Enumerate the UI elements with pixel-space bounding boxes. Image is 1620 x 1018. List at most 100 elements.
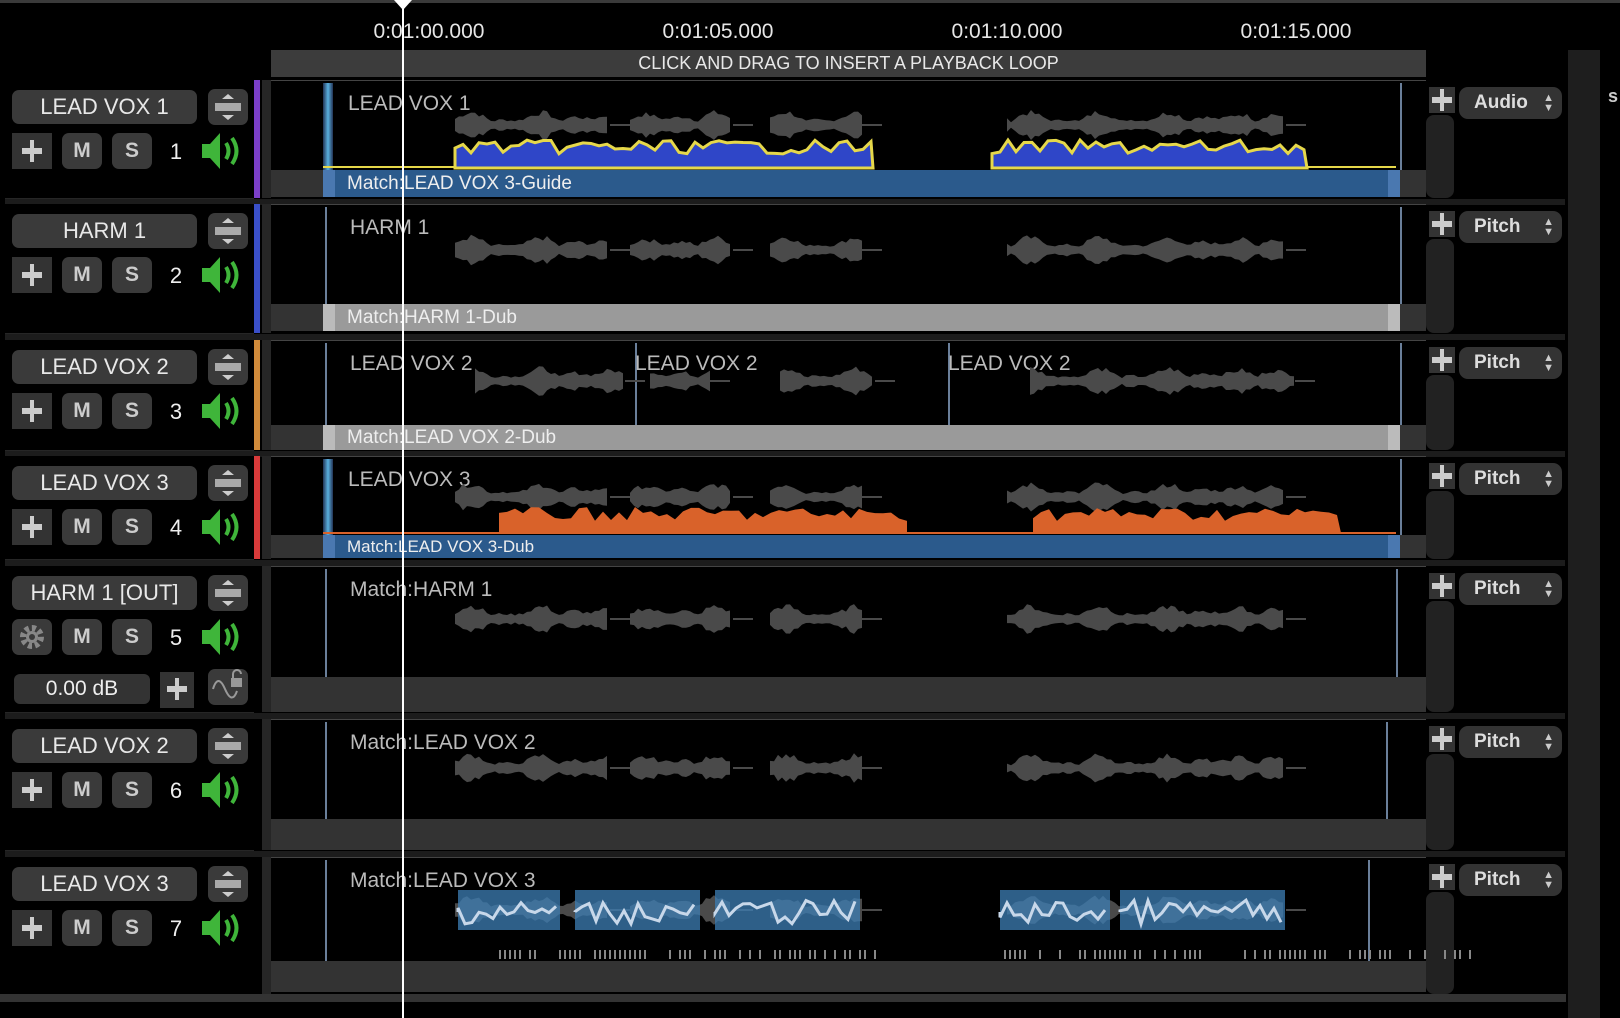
mute-button[interactable]: M <box>62 133 102 169</box>
add-icon[interactable] <box>12 257 52 293</box>
add-lane-icon[interactable] <box>1429 864 1455 890</box>
lane-scrollbar[interactable] <box>1426 601 1454 712</box>
track-name-button[interactable]: LEAD VOX 3 <box>12 867 197 901</box>
clip-start-marker[interactable] <box>325 569 327 677</box>
solo-button[interactable]: S <box>112 772 152 808</box>
clip-start-marker[interactable] <box>325 343 327 425</box>
match-region-bar[interactable]: Match:LEAD VOX 3-Dub <box>271 535 1426 558</box>
mute-button[interactable]: M <box>62 257 102 293</box>
match-region-bar[interactable] <box>271 677 1426 712</box>
lane-scrollbar[interactable] <box>1426 892 1454 994</box>
add-icon[interactable] <box>12 133 52 169</box>
solo-button[interactable]: S <box>112 509 152 545</box>
mute-button[interactable]: M <box>62 910 102 946</box>
main-vertical-scrollbar[interactable] <box>1568 50 1600 1018</box>
solo-button[interactable]: S <box>112 910 152 946</box>
solo-button[interactable]: S <box>112 257 152 293</box>
mute-button[interactable]: M <box>62 509 102 545</box>
playback-loop-bar[interactable]: CLICK AND DRAG TO INSERT A PLAYBACK LOOP <box>271 50 1426 77</box>
clip-end-marker[interactable] <box>1400 459 1402 535</box>
clip-start-marker[interactable] <box>948 343 950 425</box>
speaker-icon[interactable] <box>200 908 248 953</box>
add-lane-icon[interactable] <box>1429 726 1455 752</box>
add-lane-icon[interactable] <box>1429 347 1455 373</box>
track-name-button[interactable]: LEAD VOX 1 <box>12 90 197 124</box>
add-icon[interactable] <box>160 672 194 708</box>
add-lane-icon[interactable] <box>1429 87 1455 113</box>
match-label[interactable]: Match:HARM 1-Dub <box>323 304 1400 331</box>
match-region-bar[interactable]: Match:LEAD VOX 3-Guide <box>271 170 1426 197</box>
lane-view-dropdown[interactable]: Pitch ▲ ▼ <box>1459 726 1562 758</box>
track-height-toggle-icon[interactable] <box>208 465 248 501</box>
clip-start-marker[interactable] <box>325 722 327 819</box>
lane-scrollbar[interactable] <box>1426 115 1454 198</box>
lane-scrollbar[interactable] <box>1426 491 1454 559</box>
add-icon[interactable] <box>12 910 52 946</box>
track-height-toggle-icon[interactable] <box>208 575 248 611</box>
add-lane-icon[interactable] <box>1429 463 1455 489</box>
pitch-note-block[interactable] <box>715 890 860 930</box>
lane-scrollbar[interactable] <box>1426 754 1454 850</box>
add-icon[interactable] <box>12 772 52 808</box>
gain-field[interactable]: 0.00 dB <box>14 674 150 704</box>
gear-icon[interactable] <box>12 619 52 655</box>
track-name-button[interactable]: LEAD VOX 2 <box>12 729 197 763</box>
speaker-icon[interactable] <box>200 131 248 176</box>
add-lane-icon[interactable] <box>1429 211 1455 237</box>
speaker-icon[interactable] <box>200 391 248 436</box>
match-label[interactable]: Match:LEAD VOX 3-Dub <box>323 535 1400 558</box>
clip-end-marker[interactable] <box>1368 860 1370 961</box>
speaker-icon[interactable] <box>200 507 248 552</box>
lane-view-dropdown[interactable]: Pitch ▲ ▼ <box>1459 573 1562 605</box>
match-region-bar[interactable]: Match:LEAD VOX 2-Dub <box>271 425 1426 450</box>
automation-lock-icon[interactable] <box>208 669 248 705</box>
speaker-icon[interactable] <box>200 617 248 662</box>
clip-start-marker[interactable] <box>323 459 333 535</box>
track-name-button[interactable]: LEAD VOX 2 <box>12 350 197 384</box>
lane-scrollbar[interactable] <box>1426 375 1454 450</box>
mute-button[interactable]: M <box>62 772 102 808</box>
clip-end-marker[interactable] <box>1400 83 1402 170</box>
horizontal-scrollbar[interactable] <box>0 994 1566 1002</box>
track-name-button[interactable]: HARM 1 [OUT] <box>12 576 197 610</box>
add-lane-icon[interactable] <box>1429 573 1455 599</box>
clip-end-marker[interactable] <box>1396 569 1398 677</box>
lane-view-dropdown[interactable]: Pitch ▲ ▼ <box>1459 211 1562 243</box>
match-region-bar[interactable]: Match:HARM 1-Dub <box>271 304 1426 331</box>
add-icon[interactable] <box>12 509 52 545</box>
clip-start-marker[interactable] <box>635 343 637 425</box>
add-icon[interactable] <box>12 393 52 429</box>
match-label[interactable]: Match:LEAD VOX 2-Dub <box>323 425 1400 450</box>
lane-view-dropdown[interactable]: Pitch ▲ ▼ <box>1459 864 1562 896</box>
clip-start-marker[interactable] <box>325 207 327 304</box>
track-height-toggle-icon[interactable] <box>208 728 248 764</box>
track-height-toggle-icon[interactable] <box>208 866 248 902</box>
clip-end-marker[interactable] <box>1386 722 1388 819</box>
lane-view-dropdown[interactable]: Pitch ▲ ▼ <box>1459 463 1562 495</box>
solo-button[interactable]: S <box>112 133 152 169</box>
track-name-button[interactable]: HARM 1 <box>12 214 197 248</box>
playhead[interactable] <box>402 0 404 1018</box>
track-height-toggle-icon[interactable] <box>208 89 248 125</box>
solo-button[interactable]: S <box>112 619 152 655</box>
lane-view-dropdown[interactable]: Audio ▲ ▼ <box>1459 87 1562 119</box>
clip-start-marker[interactable] <box>323 83 333 170</box>
solo-button[interactable]: S <box>112 393 152 429</box>
lane-scrollbar[interactable] <box>1426 239 1454 333</box>
pitch-note-block[interactable] <box>575 890 700 930</box>
match-region-bar[interactable] <box>271 819 1426 850</box>
track-name-button[interactable]: LEAD VOX 3 <box>12 466 197 500</box>
speaker-icon[interactable] <box>200 770 248 815</box>
lane-view-dropdown[interactable]: Pitch ▲ ▼ <box>1459 347 1562 379</box>
speaker-icon[interactable] <box>200 255 248 300</box>
track-height-toggle-icon[interactable] <box>208 349 248 385</box>
clip-end-marker[interactable] <box>1400 207 1402 304</box>
mute-button[interactable]: M <box>62 393 102 429</box>
pitch-note-block[interactable] <box>1000 890 1110 930</box>
clip-start-marker[interactable] <box>325 860 327 961</box>
track-height-toggle-icon[interactable] <box>208 213 248 249</box>
match-region-bar[interactable] <box>271 961 1426 992</box>
playhead-marker-icon[interactable] <box>394 0 412 10</box>
mute-button[interactable]: M <box>62 619 102 655</box>
clip-end-marker[interactable] <box>1400 343 1402 425</box>
